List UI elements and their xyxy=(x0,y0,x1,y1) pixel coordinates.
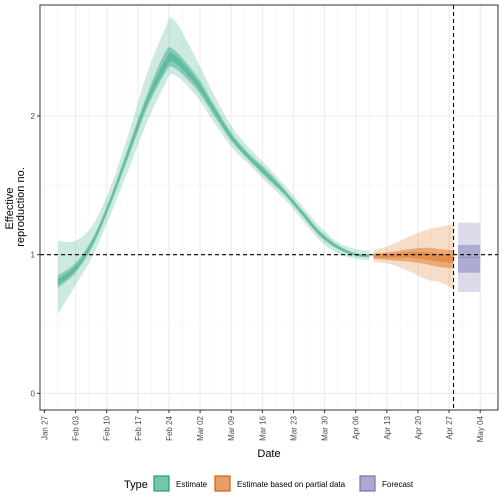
x-tick-label: Feb 24 xyxy=(165,415,174,440)
legend-title: Type xyxy=(124,479,148,491)
plot-border xyxy=(39,4,499,411)
legend-swatch-forecast-fill xyxy=(359,475,376,492)
y-axis: 0 1 2 xyxy=(31,112,40,398)
x-axis: Jan 27 Feb 03 Feb 10 Feb 17 Feb 24 Mar 02 Mar … xyxy=(40,410,485,442)
y-axis-title: Effective reproduction no. xyxy=(4,167,27,247)
legend-key-partial: Estimate based on partial data xyxy=(214,475,346,492)
y-tick-label: 2 xyxy=(31,112,36,121)
bands xyxy=(57,17,481,315)
legend: Type Estimate Estimate based on partial … xyxy=(124,475,414,492)
x-tick-label: Mar 16 xyxy=(258,415,267,440)
band-90-estimate xyxy=(57,17,370,315)
x-tick-label: Mar 23 xyxy=(289,415,298,440)
x-axis-title: Date xyxy=(257,448,280,460)
band-50-forecast xyxy=(457,244,481,273)
legend-key-estimate: Estimate xyxy=(153,475,208,492)
x-tick-label: Apr 20 xyxy=(414,415,423,439)
y-tick-label: 0 xyxy=(31,389,36,398)
x-tick-label: Feb 17 xyxy=(134,415,143,440)
x-tick-label: Mar 09 xyxy=(227,415,236,440)
x-tick-label: Mar 02 xyxy=(196,415,205,440)
y-axis-title-line-1: Effective xyxy=(4,188,16,230)
reference-lines xyxy=(40,5,498,410)
x-tick-label: Feb 10 xyxy=(103,415,112,440)
band-90-estimate-based-on-partial-data xyxy=(373,224,454,290)
x-tick-label: Feb 03 xyxy=(72,415,81,440)
y-axis-title-line-2: reproduction no. xyxy=(15,167,27,247)
x-tick-label: Apr 06 xyxy=(352,415,361,439)
legend-key-forecast: Forecast xyxy=(359,475,414,492)
x-tick-label: Apr 13 xyxy=(383,415,392,439)
legend-swatch-estimate-fill xyxy=(153,475,170,492)
x-tick-label: Mar 30 xyxy=(321,415,330,440)
legend-label-forecast: Forecast xyxy=(382,480,414,489)
x-tick-label: May 04 xyxy=(476,415,485,442)
x-tick-label: Jan 27 xyxy=(40,415,49,440)
y-tick-label: 1 xyxy=(31,251,36,260)
legend-label-estimate: Estimate xyxy=(176,480,208,489)
plot-panel xyxy=(40,5,498,410)
band-50-estimate-based-on-partial-data xyxy=(373,247,454,269)
legend-swatch-partial-fill xyxy=(214,475,231,492)
grid xyxy=(40,5,498,410)
x-tick-label: Apr 27 xyxy=(445,415,454,439)
legend-label-partial: Estimate based on partial data xyxy=(237,480,346,489)
